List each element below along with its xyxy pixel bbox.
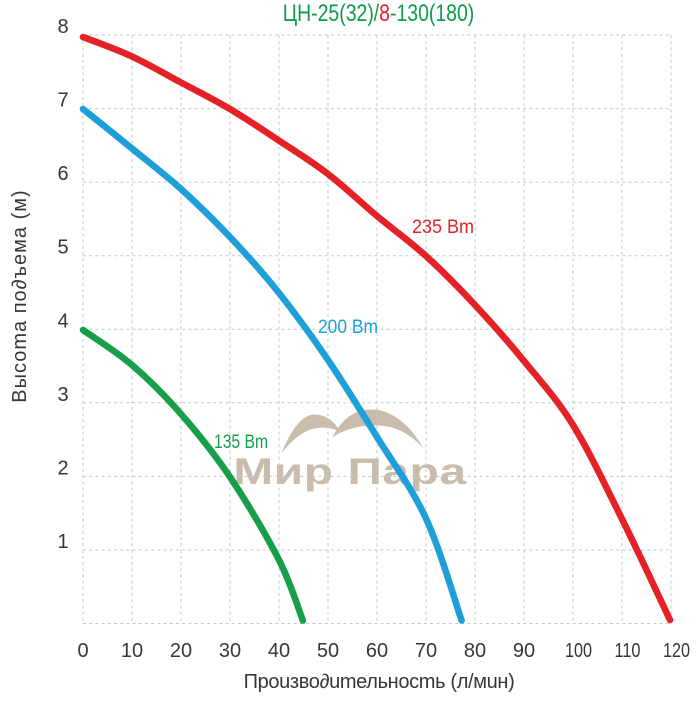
svg-text:Проuзво∂umельносmь (л/мuн): Проuзво∂umельносmь (л/мuн) [244, 671, 515, 693]
svg-text:30: 30 [219, 640, 241, 662]
svg-text:20: 20 [170, 640, 192, 662]
svg-text:ЦН-25(32)/8-130(180): ЦН-25(32)/8-130(180) [283, 0, 475, 26]
svg-text:40: 40 [268, 640, 290, 662]
svg-text:1: 1 [57, 531, 68, 553]
svg-text:6: 6 [57, 163, 68, 185]
svg-text:5: 5 [57, 237, 68, 259]
svg-text:8: 8 [57, 16, 68, 38]
svg-text:3: 3 [57, 384, 68, 406]
svg-text:Мир Пара: Мир Пара [233, 451, 467, 493]
svg-text:50: 50 [317, 640, 339, 662]
svg-text:235 Вm: 235 Вm [412, 217, 474, 238]
svg-text:2: 2 [57, 457, 68, 479]
svg-text:70: 70 [415, 640, 437, 662]
svg-text:60: 60 [366, 640, 388, 662]
svg-text:4: 4 [57, 310, 68, 332]
svg-text:120: 120 [663, 640, 690, 662]
svg-text:200 Вm: 200 Вm [318, 317, 378, 338]
svg-text:Высоmа по∂ъема (м): Высоmа по∂ъема (м) [9, 189, 31, 402]
svg-text:135 Вm: 135 Вm [214, 432, 268, 453]
svg-text:10: 10 [121, 640, 143, 662]
svg-text:100: 100 [565, 640, 592, 662]
svg-text:0: 0 [77, 640, 88, 662]
svg-text:110: 110 [615, 640, 641, 662]
svg-text:80: 80 [464, 640, 486, 662]
svg-text:90: 90 [513, 640, 535, 662]
svg-text:7: 7 [57, 90, 68, 112]
